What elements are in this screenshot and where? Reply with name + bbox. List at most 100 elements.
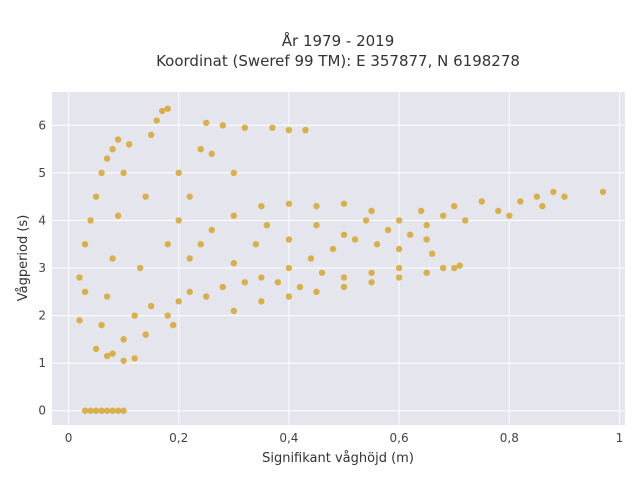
data-point [81, 241, 89, 248]
x-tick-labels: 0 0,2 0,4 0,6 0,8 1 [65, 431, 624, 445]
data-point [258, 274, 265, 281]
data-points [76, 105, 607, 414]
data-point [307, 255, 315, 262]
data-point [175, 217, 182, 224]
y-tick-labels: 0 1 2 3 4 5 6 [38, 118, 46, 417]
data-point [285, 126, 293, 134]
data-point [109, 145, 116, 153]
data-point [92, 193, 100, 200]
data-point [170, 321, 177, 329]
data-point [131, 312, 138, 319]
plot-background [52, 92, 625, 425]
data-point [120, 169, 127, 177]
data-point [175, 298, 182, 305]
data-point [203, 119, 210, 127]
data-point [462, 217, 469, 224]
data-point [495, 207, 502, 215]
data-point [186, 255, 193, 262]
grid-lines [52, 92, 625, 425]
data-point [241, 279, 249, 286]
data-point [373, 241, 381, 248]
data-point [340, 274, 348, 281]
data-point [313, 202, 320, 210]
data-point [219, 283, 226, 291]
data-point [340, 231, 348, 238]
data-point [92, 407, 100, 414]
data-point [81, 407, 89, 414]
data-point [451, 264, 458, 272]
data-point [103, 293, 111, 300]
data-point [318, 269, 326, 276]
data-point [142, 193, 149, 200]
data-point [533, 193, 541, 200]
data-point [451, 202, 458, 210]
y-tick-label: 0 [38, 404, 46, 418]
data-point [142, 331, 149, 338]
data-point [340, 283, 348, 291]
data-point [125, 141, 133, 148]
data-point [417, 207, 425, 215]
chart-title-line2: Koordinat (Sweref 99 TM): E 357877, N 61… [156, 52, 520, 70]
data-point [428, 250, 436, 257]
data-point [98, 321, 105, 329]
data-point [368, 207, 375, 215]
data-point [368, 269, 375, 276]
data-point [258, 202, 265, 210]
data-point [186, 288, 193, 295]
y-tick-label: 3 [38, 261, 46, 275]
x-tick-label: 0,8 [500, 431, 519, 445]
data-point [164, 312, 171, 319]
y-axis-title: Vågperiod (s) [16, 215, 31, 302]
data-point [76, 317, 83, 324]
data-point [340, 200, 348, 207]
data-point [175, 169, 182, 177]
data-point [109, 407, 116, 414]
data-point [87, 217, 94, 224]
data-point [274, 279, 282, 286]
data-point [439, 212, 447, 219]
data-point [395, 245, 403, 253]
x-tick-label: 0,4 [279, 431, 298, 445]
y-tick-label: 6 [38, 118, 46, 132]
data-point [313, 222, 320, 229]
x-tick-label: 0,6 [390, 431, 409, 445]
y-tick-label: 2 [38, 309, 46, 323]
data-point [186, 193, 193, 200]
data-point [153, 117, 160, 124]
y-tick-label: 1 [38, 356, 46, 370]
y-tick-label: 4 [38, 213, 46, 227]
data-point [395, 264, 403, 272]
data-point [164, 105, 171, 112]
data-point [87, 407, 94, 414]
data-point [423, 236, 430, 243]
data-point [599, 188, 607, 196]
data-point [114, 407, 122, 414]
data-point [285, 200, 293, 207]
chart-title-line1: År 1979 - 2019 [282, 31, 395, 50]
data-point [351, 236, 359, 243]
data-point [230, 260, 238, 267]
data-point [114, 212, 122, 219]
data-point [362, 217, 370, 224]
data-point [285, 293, 293, 300]
data-point [109, 255, 116, 262]
data-point [103, 352, 111, 360]
data-point [92, 345, 100, 353]
data-point [263, 222, 271, 229]
x-tick-label: 1 [616, 431, 624, 445]
data-point [219, 122, 226, 129]
y-tick-label: 5 [38, 166, 46, 180]
data-point [98, 407, 105, 414]
data-point [252, 241, 260, 248]
x-axis-title: Signifikant våghöjd (m) [262, 451, 414, 466]
data-point [208, 226, 215, 234]
data-point [302, 126, 309, 134]
data-point [439, 264, 447, 272]
data-point [230, 169, 238, 177]
data-point [109, 350, 116, 357]
data-point [103, 155, 111, 162]
data-point [203, 293, 210, 300]
x-tick-label: 0 [65, 431, 73, 445]
